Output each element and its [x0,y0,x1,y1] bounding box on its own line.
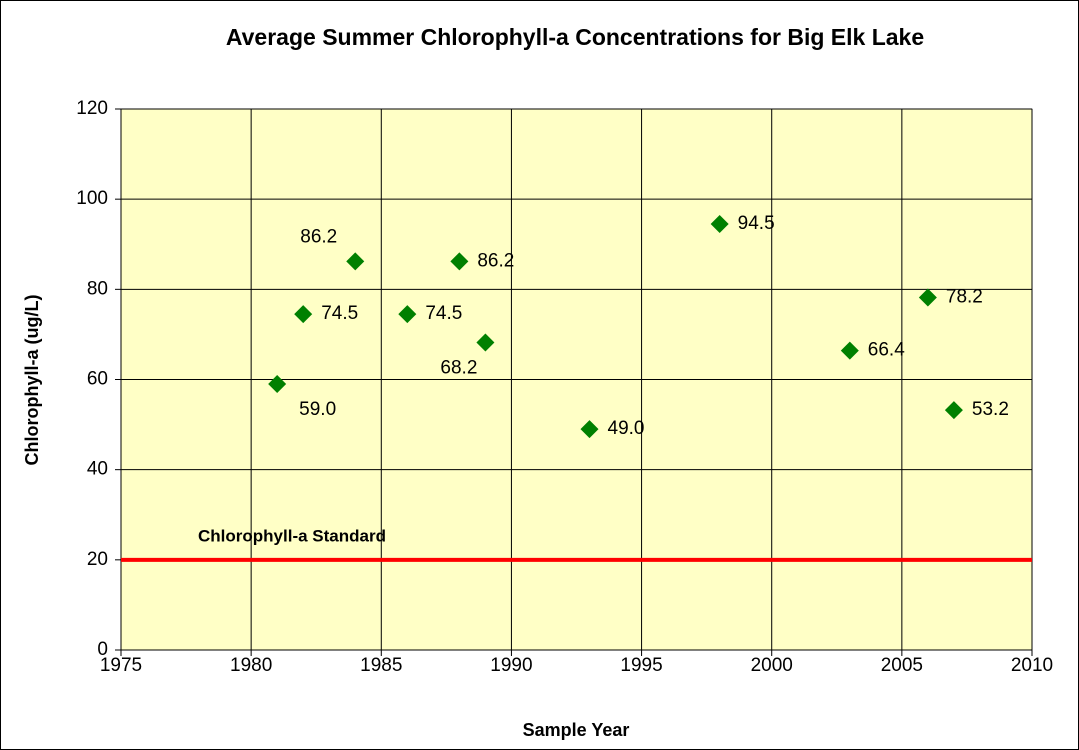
x-tick-label: 1990 [490,655,532,676]
marker [450,252,469,271]
data-label: 59.0 [299,399,336,420]
marker [840,341,859,360]
y-tick-label: 60 [87,369,108,390]
marker [294,305,313,324]
reference-label: Chlorophyll-a Standard [198,526,386,545]
x-tick-label: 2005 [881,655,923,676]
data-label: 74.5 [321,303,358,324]
data-label: 68.2 [440,358,477,379]
marker [710,214,729,233]
y-tick-label: 40 [87,459,108,480]
x-tick-label: 1975 [100,655,142,676]
marker [944,401,963,420]
marker [580,420,599,439]
data-label: 78.2 [946,286,983,307]
marker [268,375,287,394]
data-label: 49.0 [608,418,645,439]
y-axis-label: Chlorophyll-a (ug/L) [22,295,42,466]
data-label: 53.2 [972,399,1009,420]
y-tick-label: 120 [76,98,108,119]
data-label: 86.2 [477,250,514,271]
marker [398,305,417,324]
y-tick-label: 0 [97,639,108,660]
x-tick-label: 2000 [751,655,793,676]
y-tick-label: 20 [87,549,108,570]
data-label: 74.5 [425,303,462,324]
data-label: 86.2 [300,226,337,247]
x-tick-label: 1985 [360,655,402,676]
y-tick-label: 100 [76,188,108,209]
x-tick-label: 2010 [1011,655,1053,676]
marker [346,252,365,271]
x-tick-label: 1995 [620,655,662,676]
x-tick-label: 1980 [230,655,272,676]
marker [918,288,937,307]
marker [476,333,495,352]
chart-title: Average Summer Chlorophyll-a Concentrati… [225,24,925,50]
x-axis-label: Sample Year [523,720,630,740]
data-label: 94.5 [738,213,775,234]
y-tick-label: 80 [87,278,108,299]
data-label: 66.4 [868,340,905,361]
